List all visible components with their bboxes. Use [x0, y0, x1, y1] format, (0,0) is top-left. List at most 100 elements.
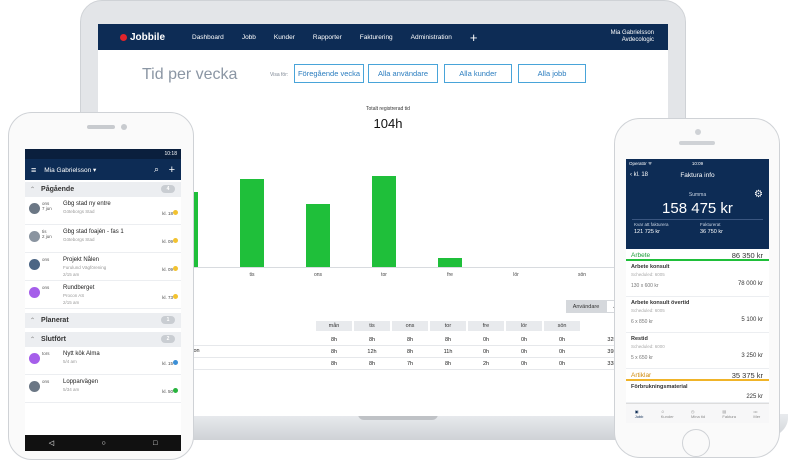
more-icon: •••: [753, 408, 758, 414]
invoice-line[interactable]: Arbete konsult Scheduled: 6005 130 x 600 k…: [626, 261, 769, 297]
list-item[interactable]: ons Projekt Nålen Furulund Vägförening 2/1…: [25, 253, 181, 281]
total-time-label: Totalt registrerad tid: [366, 106, 410, 112]
table-row-divider: [98, 345, 668, 346]
people-icon: ☺: [660, 408, 665, 414]
android-app-bar: ≡ Mia Gabrielsson ▾ ⌕ +: [25, 159, 181, 180]
add-icon[interactable]: +: [469, 29, 478, 45]
table-row-total: 32h: [607, 337, 617, 343]
invoiced-label: Fakturerat: [700, 222, 721, 227]
user-switcher[interactable]: Mia Gabrielsson ▾: [44, 166, 97, 174]
status-dot-icon: [173, 266, 178, 271]
filter-customers-button[interactable]: Alla kunder: [444, 64, 512, 83]
table-header-cell: fre: [468, 321, 504, 331]
settings-icon[interactable]: ⚙: [754, 189, 763, 200]
chart-bar-1[interactable]: [240, 179, 264, 267]
item-time-label: kl. 73: [162, 295, 173, 300]
laptop-notch: [358, 414, 438, 420]
item-time: 2/15 am: [63, 300, 80, 305]
section-header[interactable]: ⌃ Pågående 4: [25, 182, 181, 197]
line-label: Restid: [631, 336, 648, 342]
tab-kunder[interactable]: ☺ Kunder: [661, 409, 674, 419]
tab-label: Kunder: [660, 413, 674, 419]
nav-item-kunder[interactable]: Kunder: [273, 33, 295, 41]
chevron-icon: ⌃: [30, 187, 36, 193]
table-cell: 8h: [406, 349, 414, 355]
tab-invoice[interactable]: ▤ Faktura: [722, 409, 736, 419]
tab-bar: ▣ Jobb ☺ Kunder ◷ Mina tid ▤ Faktura ••• Mer: [626, 403, 769, 423]
nav-item-fakturering[interactable]: Fakturering: [359, 33, 393, 41]
item-title: Nytt kök Alma: [63, 351, 100, 357]
nav-item-administration[interactable]: Administration: [410, 33, 452, 41]
line-amount: 5 100 kr: [741, 317, 763, 323]
chart-tick-label: sön: [577, 272, 587, 278]
tab-more[interactable]: ••• Mer: [753, 409, 760, 419]
table-cell: 8h: [330, 361, 338, 367]
table-header-cell: mån: [316, 321, 352, 331]
brand-name: Jobbile: [130, 31, 166, 43]
android-screen: 10:18 ≡ Mia Gabrielsson ▾ ⌕ + ⌃ Pågående 4…: [25, 149, 181, 451]
line-sublabel: Scheduled: 6005: [631, 272, 665, 277]
add-icon[interactable]: +: [168, 163, 175, 176]
invoice-line[interactable]: Arbete konsult övertid Scheduled: 6005 6 x…: [626, 297, 769, 333]
tab-jobb[interactable]: ▣ Jobb: [635, 409, 644, 419]
chart-baseline: [98, 267, 668, 268]
nav-item-dashboard[interactable]: Dashboard: [192, 33, 224, 41]
invoice-line[interactable]: Restid Scheduled: 6000 5 x 650 kr 3 250 kr: [626, 333, 769, 369]
back-label: kl. 18: [633, 172, 649, 178]
group-work[interactable]: Arbete 86 350 kr: [626, 249, 769, 261]
invoice-line[interactable]: Förbrukningsmaterial 225 kr: [626, 381, 769, 403]
list-item[interactable]: ons Rundberget Procon AS 2/15 am kl. 73: [25, 281, 181, 309]
chevron-icon: ⌃: [30, 318, 36, 324]
chart-tick-label: fre: [447, 272, 453, 278]
table-cell: 8h: [330, 349, 338, 355]
carrier: Operatör ᯤ: [629, 161, 653, 166]
list-item[interactable]: tis 2 jun Gbg stad foajén - fas 1 Göteborg…: [25, 225, 181, 253]
table-row-divider: [98, 369, 668, 370]
date-tag: ons: [42, 285, 50, 290]
avatar: [29, 259, 40, 270]
status-dot-icon: [173, 238, 178, 243]
avatar: [29, 231, 40, 242]
list-item[interactable]: ons Lopparvägen 5/34 am kl. 50: [25, 375, 181, 403]
home-button[interactable]: [682, 429, 710, 457]
nav-item-rapporter[interactable]: Rapporter: [312, 33, 342, 41]
list-item[interactable]: tors Nytt kök Alma 5/4 am kl. 15: [25, 347, 181, 375]
status-bar: 10:18: [25, 149, 181, 159]
item-time-label: kl. 15: [162, 361, 173, 366]
toggle-users[interactable]: Användare: [566, 300, 606, 313]
user-menu[interactable]: Mia Gabrielsson Avdecologic: [611, 30, 654, 44]
chart-tick-label: tis: [249, 272, 255, 278]
section-header[interactable]: ⌃ Slutfört 2: [25, 332, 181, 347]
filter-users-button[interactable]: Alla användare: [368, 64, 438, 83]
chart-bar-4[interactable]: [438, 258, 462, 267]
table-row-total: 39h: [607, 349, 617, 355]
menu-icon[interactable]: ≡: [31, 164, 37, 175]
date-tag: tors: [42, 351, 50, 356]
search-icon[interactable]: ⌕: [153, 164, 159, 174]
group-articles[interactable]: Artiklar 35 375 kr: [626, 369, 769, 381]
chart-tick-label: lör: [513, 272, 519, 278]
tab-label: Mina tid: [691, 413, 706, 419]
section-header[interactable]: ⌃ Planerat 1: [25, 313, 181, 328]
tab-time[interactable]: ◷ Mina tid: [691, 409, 705, 419]
status-dot-icon: [173, 388, 178, 393]
chart-bar-3[interactable]: [372, 176, 396, 267]
back-button[interactable]: ‹ kl. 18: [630, 172, 649, 178]
chart-bar-2[interactable]: [306, 204, 330, 267]
list-item[interactable]: ons 7 jun Gbg stad ny entre Göteborgs Stad…: [25, 197, 181, 225]
speaker-grille: [679, 141, 715, 145]
table-cell: 0h: [558, 361, 566, 367]
filter-period-button[interactable]: Föregående vecka: [294, 64, 364, 83]
table-cell: 7h: [406, 361, 414, 367]
iphone-screen: Operatör ᯤ 10:09 ‹ kl. 18 Faktura info S…: [626, 159, 769, 423]
home-icon[interactable]: ○: [101, 439, 106, 447]
recents-icon[interactable]: □: [153, 439, 158, 447]
sum-label: Summa: [688, 192, 707, 198]
table-cell: 0h: [520, 361, 528, 367]
nav-item-jobb[interactable]: Jobb: [241, 33, 256, 41]
item-title: Gbg stad foajén - fas 1: [63, 229, 124, 235]
brand-logo[interactable]: Jobbile: [120, 32, 192, 43]
total-time-value: 104h: [373, 116, 403, 131]
back-icon[interactable]: ◁: [48, 440, 55, 447]
filter-jobs-button[interactable]: Alla jobb: [518, 64, 586, 83]
